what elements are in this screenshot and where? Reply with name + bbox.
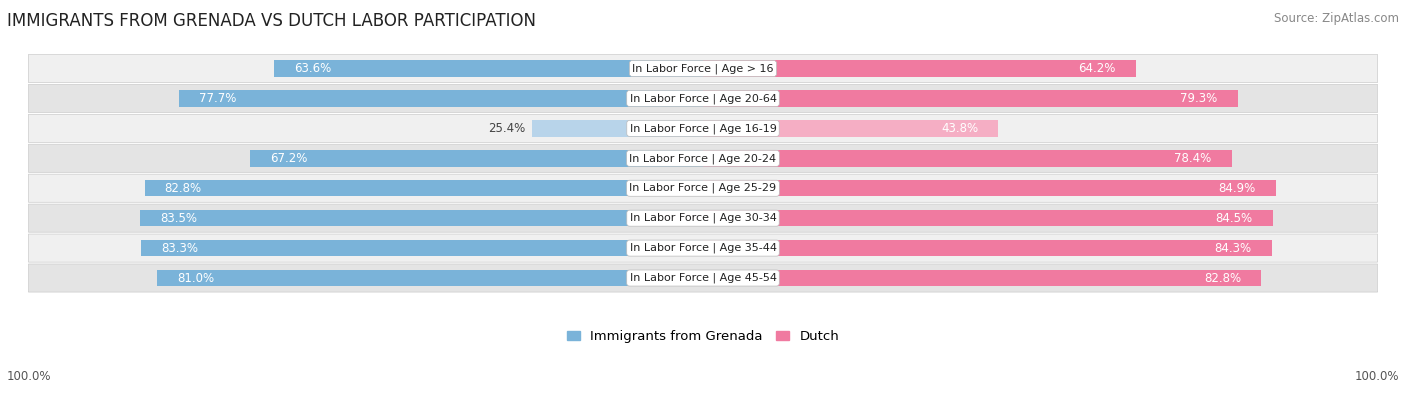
Legend: Immigrants from Grenada, Dutch: Immigrants from Grenada, Dutch (567, 330, 839, 343)
Text: 84.9%: 84.9% (1218, 182, 1256, 195)
Text: 78.4%: 78.4% (1174, 152, 1212, 165)
Text: IMMIGRANTS FROM GRENADA VS DUTCH LABOR PARTICIPATION: IMMIGRANTS FROM GRENADA VS DUTCH LABOR P… (7, 12, 536, 30)
Bar (141, 240, 703, 256)
Text: 81.0%: 81.0% (177, 271, 214, 284)
Text: 83.5%: 83.5% (160, 212, 197, 225)
Text: 67.2%: 67.2% (270, 152, 308, 165)
Bar (703, 90, 1237, 107)
Text: 79.3%: 79.3% (1181, 92, 1218, 105)
FancyBboxPatch shape (28, 144, 1378, 172)
FancyBboxPatch shape (28, 114, 1378, 143)
Bar (703, 210, 1272, 226)
FancyBboxPatch shape (28, 204, 1378, 232)
Text: 64.2%: 64.2% (1078, 62, 1116, 75)
Text: In Labor Force | Age 20-64: In Labor Force | Age 20-64 (630, 93, 776, 104)
Text: In Labor Force | Age 45-54: In Labor Force | Age 45-54 (630, 273, 776, 283)
Text: 83.3%: 83.3% (162, 242, 198, 255)
Text: 43.8%: 43.8% (941, 122, 979, 135)
Bar (703, 180, 1275, 196)
Text: 84.5%: 84.5% (1216, 212, 1253, 225)
Bar (703, 150, 1232, 167)
Text: 77.7%: 77.7% (200, 92, 236, 105)
Text: In Labor Force | Age 20-24: In Labor Force | Age 20-24 (630, 153, 776, 164)
Text: In Labor Force | Age 35-44: In Labor Force | Age 35-44 (630, 243, 776, 253)
Text: In Labor Force | Age 25-29: In Labor Force | Age 25-29 (630, 183, 776, 194)
Text: Source: ZipAtlas.com: Source: ZipAtlas.com (1274, 12, 1399, 25)
Text: 63.6%: 63.6% (294, 62, 332, 75)
Bar (703, 60, 1136, 77)
FancyBboxPatch shape (28, 174, 1378, 202)
Text: 84.3%: 84.3% (1215, 242, 1251, 255)
Text: 82.8%: 82.8% (1204, 271, 1241, 284)
Text: 82.8%: 82.8% (165, 182, 202, 195)
Bar (145, 180, 703, 196)
Text: In Labor Force | Age > 16: In Labor Force | Age > 16 (633, 63, 773, 74)
Text: 25.4%: 25.4% (488, 122, 524, 135)
Bar (156, 270, 703, 286)
FancyBboxPatch shape (28, 264, 1378, 292)
Bar (703, 240, 1271, 256)
Bar (703, 120, 998, 137)
Bar (274, 60, 703, 77)
FancyBboxPatch shape (28, 85, 1378, 113)
Text: 100.0%: 100.0% (1354, 370, 1399, 383)
Bar (139, 210, 703, 226)
FancyBboxPatch shape (28, 55, 1378, 83)
Text: 100.0%: 100.0% (7, 370, 52, 383)
Bar (250, 150, 703, 167)
Bar (179, 90, 703, 107)
Text: In Labor Force | Age 30-34: In Labor Force | Age 30-34 (630, 213, 776, 224)
Text: In Labor Force | Age 16-19: In Labor Force | Age 16-19 (630, 123, 776, 134)
Bar (531, 120, 703, 137)
FancyBboxPatch shape (28, 234, 1378, 262)
Bar (703, 270, 1261, 286)
